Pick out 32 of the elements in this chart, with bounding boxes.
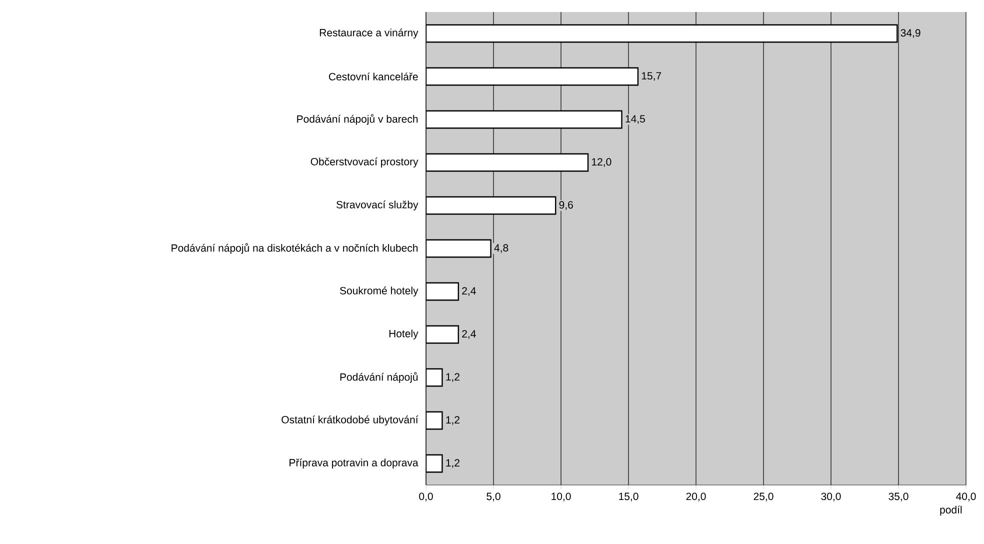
x-tick-label: 40,0: [956, 492, 976, 502]
data-label: 4,8: [494, 244, 508, 253]
y-tick-label: Podávání nápojů: [340, 372, 418, 383]
x-tick-label: 5,0: [486, 492, 500, 502]
x-tick-label: 20,0: [686, 492, 706, 502]
data-label: 2,4: [462, 330, 476, 339]
x-tick-label: 30,0: [821, 492, 841, 502]
data-label: 1,2: [446, 459, 460, 468]
y-tick-label: Podávání nápojů v barech: [297, 114, 418, 125]
data-label: 2,4: [462, 287, 476, 296]
data-label: 9,6: [559, 201, 573, 210]
x-tick-label: 10,0: [552, 492, 571, 502]
x-tick-label: 35,0: [888, 492, 908, 502]
y-tick-label: Příprava potravin a doprava: [290, 458, 418, 468]
x-tick-label: 15,0: [619, 492, 638, 502]
data-label: 15,7: [642, 72, 662, 81]
y-tick-label: Soukromé hotely: [340, 286, 418, 296]
data-label: 34,9: [900, 29, 920, 38]
y-tick-label: Hotely: [389, 330, 418, 340]
x-tick-label: 0,0: [419, 492, 433, 502]
x-axis-title: podíl: [940, 506, 962, 516]
y-tick-label: Občerstvovací prostory: [310, 158, 418, 168]
y-tick-label: Podávání nápojů na diskotékách a v nočních klubech: [172, 243, 418, 254]
y-tick-label: Cestovní kanceláře: [328, 72, 418, 80]
y-tick-label: Ostatní krátkodobé ubytování: [282, 416, 418, 426]
y-tick-label: Stravovací služby: [336, 200, 418, 210]
data-label: 12,0: [592, 158, 612, 167]
data-label: 14,5: [626, 115, 645, 124]
data-label: 1,2: [446, 373, 460, 382]
y-tick-label: Restaurace a vinárny: [320, 28, 418, 38]
data-label: 1,2: [446, 416, 460, 425]
x-tick-label: 25,0: [754, 492, 774, 502]
